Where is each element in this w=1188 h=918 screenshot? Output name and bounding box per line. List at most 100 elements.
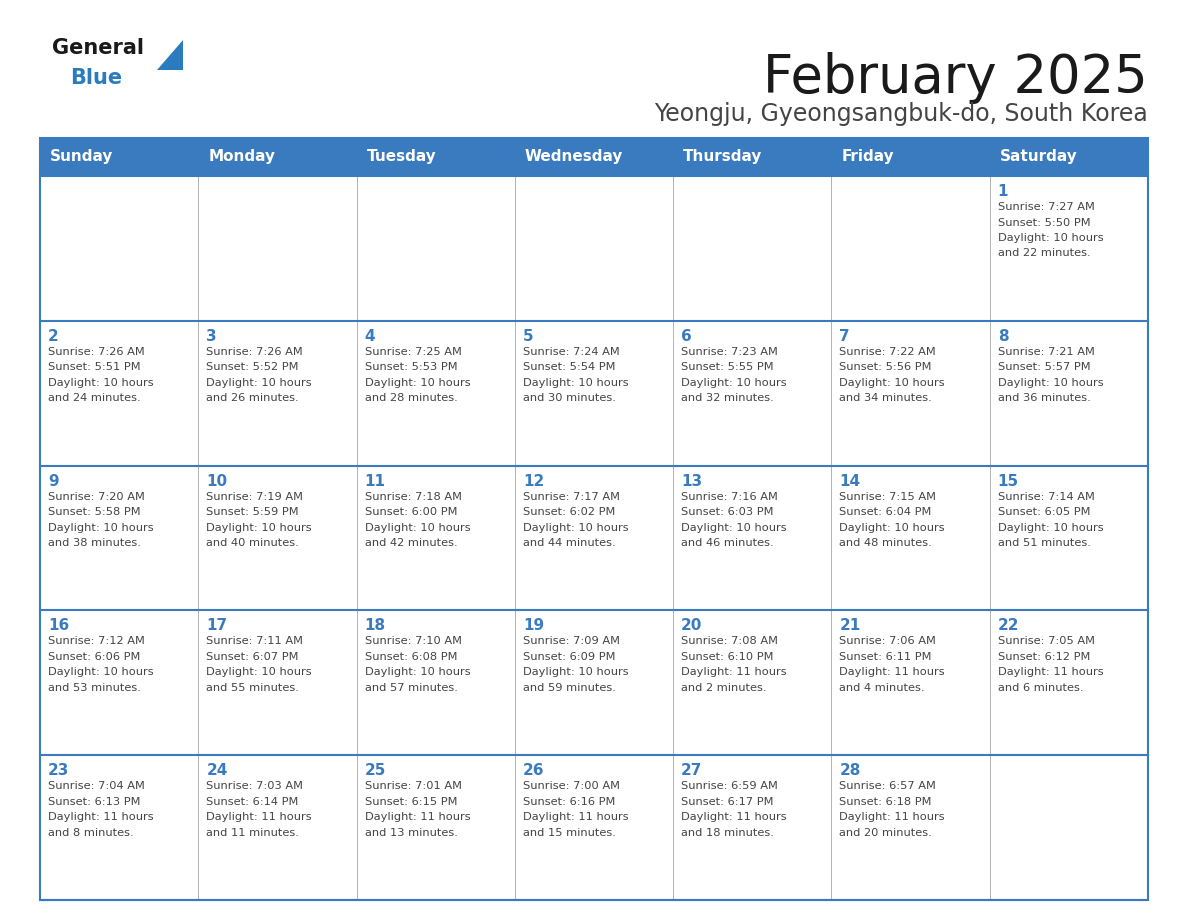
Text: 11: 11 xyxy=(365,474,386,488)
Text: Sunset: 5:51 PM: Sunset: 5:51 PM xyxy=(48,363,140,373)
Text: Sunrise: 7:22 AM: Sunrise: 7:22 AM xyxy=(840,347,936,357)
Text: Tuesday: Tuesday xyxy=(367,150,436,164)
Text: Daylight: 10 hours: Daylight: 10 hours xyxy=(48,378,153,387)
Text: Sunrise: 7:01 AM: Sunrise: 7:01 AM xyxy=(365,781,462,791)
Text: Daylight: 10 hours: Daylight: 10 hours xyxy=(365,522,470,532)
Bar xyxy=(40,756,198,900)
Text: Friday: Friday xyxy=(841,150,895,164)
Bar xyxy=(40,610,198,756)
Text: Sunset: 5:53 PM: Sunset: 5:53 PM xyxy=(365,363,457,373)
Text: Sunset: 5:58 PM: Sunset: 5:58 PM xyxy=(48,507,140,517)
Text: Daylight: 10 hours: Daylight: 10 hours xyxy=(840,522,944,532)
Polygon shape xyxy=(157,40,183,70)
Text: Sunset: 6:12 PM: Sunset: 6:12 PM xyxy=(998,652,1091,662)
Bar xyxy=(514,176,674,320)
Text: Sunset: 6:00 PM: Sunset: 6:00 PM xyxy=(365,507,457,517)
Text: Sunrise: 7:19 AM: Sunrise: 7:19 AM xyxy=(207,492,303,501)
Text: Sunset: 6:15 PM: Sunset: 6:15 PM xyxy=(365,797,457,807)
Bar xyxy=(356,320,514,465)
Bar xyxy=(832,138,990,176)
Text: Sunset: 5:57 PM: Sunset: 5:57 PM xyxy=(998,363,1091,373)
Text: Blue: Blue xyxy=(70,68,122,88)
Text: Yeongju, Gyeongsangbuk-do, South Korea: Yeongju, Gyeongsangbuk-do, South Korea xyxy=(655,102,1148,126)
Bar xyxy=(356,756,514,900)
Text: Sunset: 6:18 PM: Sunset: 6:18 PM xyxy=(840,797,931,807)
Text: Sunrise: 7:03 AM: Sunrise: 7:03 AM xyxy=(207,781,303,791)
Bar xyxy=(198,465,356,610)
Text: Sunrise: 7:23 AM: Sunrise: 7:23 AM xyxy=(681,347,778,357)
Text: Saturday: Saturday xyxy=(1000,150,1078,164)
Bar xyxy=(198,320,356,465)
Text: and 18 minutes.: and 18 minutes. xyxy=(681,828,775,838)
Text: Daylight: 10 hours: Daylight: 10 hours xyxy=(998,233,1104,243)
Text: Sunrise: 7:25 AM: Sunrise: 7:25 AM xyxy=(365,347,461,357)
Text: Daylight: 10 hours: Daylight: 10 hours xyxy=(523,522,628,532)
Text: and 20 minutes.: and 20 minutes. xyxy=(840,828,933,838)
Text: Daylight: 10 hours: Daylight: 10 hours xyxy=(998,378,1104,387)
Text: Daylight: 10 hours: Daylight: 10 hours xyxy=(48,522,153,532)
Text: and 53 minutes.: and 53 minutes. xyxy=(48,683,141,693)
Text: and 8 minutes.: and 8 minutes. xyxy=(48,828,133,838)
Text: 13: 13 xyxy=(681,474,702,488)
Bar xyxy=(990,320,1148,465)
Text: 28: 28 xyxy=(840,763,861,778)
Text: Daylight: 10 hours: Daylight: 10 hours xyxy=(365,378,470,387)
Text: Daylight: 10 hours: Daylight: 10 hours xyxy=(681,522,786,532)
Text: Sunday: Sunday xyxy=(50,150,113,164)
Text: and 44 minutes.: and 44 minutes. xyxy=(523,538,615,548)
Text: Daylight: 10 hours: Daylight: 10 hours xyxy=(207,378,312,387)
Text: Daylight: 11 hours: Daylight: 11 hours xyxy=(681,812,786,823)
Bar xyxy=(832,465,990,610)
Text: Daylight: 10 hours: Daylight: 10 hours xyxy=(48,667,153,677)
Bar xyxy=(990,756,1148,900)
Text: Daylight: 10 hours: Daylight: 10 hours xyxy=(207,522,312,532)
Bar xyxy=(198,138,356,176)
Text: 10: 10 xyxy=(207,474,227,488)
Text: Sunset: 6:13 PM: Sunset: 6:13 PM xyxy=(48,797,140,807)
Text: and 48 minutes.: and 48 minutes. xyxy=(840,538,933,548)
Text: 12: 12 xyxy=(523,474,544,488)
Text: Daylight: 11 hours: Daylight: 11 hours xyxy=(365,812,470,823)
Text: Daylight: 10 hours: Daylight: 10 hours xyxy=(523,667,628,677)
Bar xyxy=(514,756,674,900)
Text: Daylight: 11 hours: Daylight: 11 hours xyxy=(840,667,944,677)
Bar xyxy=(514,138,674,176)
Text: and 36 minutes.: and 36 minutes. xyxy=(998,393,1091,403)
Text: 2: 2 xyxy=(48,329,58,344)
Text: and 40 minutes.: and 40 minutes. xyxy=(207,538,299,548)
Text: Daylight: 11 hours: Daylight: 11 hours xyxy=(681,667,786,677)
Text: Sunset: 6:03 PM: Sunset: 6:03 PM xyxy=(681,507,773,517)
Text: Sunrise: 7:17 AM: Sunrise: 7:17 AM xyxy=(523,492,620,501)
Text: Sunset: 5:52 PM: Sunset: 5:52 PM xyxy=(207,363,299,373)
Text: and 26 minutes.: and 26 minutes. xyxy=(207,393,299,403)
Bar xyxy=(198,610,356,756)
Text: Daylight: 10 hours: Daylight: 10 hours xyxy=(840,378,944,387)
Text: and 11 minutes.: and 11 minutes. xyxy=(207,828,299,838)
Text: and 2 minutes.: and 2 minutes. xyxy=(681,683,766,693)
Bar xyxy=(40,138,198,176)
Text: General: General xyxy=(52,38,144,58)
Text: February 2025: February 2025 xyxy=(763,52,1148,104)
Text: Sunrise: 7:08 AM: Sunrise: 7:08 AM xyxy=(681,636,778,646)
Bar xyxy=(674,465,832,610)
Text: and 24 minutes.: and 24 minutes. xyxy=(48,393,140,403)
Text: Sunset: 5:56 PM: Sunset: 5:56 PM xyxy=(840,363,931,373)
Text: Sunrise: 7:24 AM: Sunrise: 7:24 AM xyxy=(523,347,620,357)
Bar xyxy=(40,176,198,320)
Bar xyxy=(514,610,674,756)
Text: Sunset: 6:10 PM: Sunset: 6:10 PM xyxy=(681,652,773,662)
Text: Sunrise: 7:18 AM: Sunrise: 7:18 AM xyxy=(365,492,462,501)
Text: Sunrise: 7:06 AM: Sunrise: 7:06 AM xyxy=(840,636,936,646)
Text: Sunrise: 7:11 AM: Sunrise: 7:11 AM xyxy=(207,636,303,646)
Text: 20: 20 xyxy=(681,619,702,633)
Text: Sunrise: 7:05 AM: Sunrise: 7:05 AM xyxy=(998,636,1094,646)
Text: Sunset: 5:50 PM: Sunset: 5:50 PM xyxy=(998,218,1091,228)
Text: Sunset: 6:06 PM: Sunset: 6:06 PM xyxy=(48,652,140,662)
Text: 14: 14 xyxy=(840,474,860,488)
Text: and 55 minutes.: and 55 minutes. xyxy=(207,683,299,693)
Text: Daylight: 11 hours: Daylight: 11 hours xyxy=(840,812,944,823)
Text: and 57 minutes.: and 57 minutes. xyxy=(365,683,457,693)
Text: Daylight: 11 hours: Daylight: 11 hours xyxy=(207,812,312,823)
Text: 16: 16 xyxy=(48,619,69,633)
Text: and 51 minutes.: and 51 minutes. xyxy=(998,538,1091,548)
